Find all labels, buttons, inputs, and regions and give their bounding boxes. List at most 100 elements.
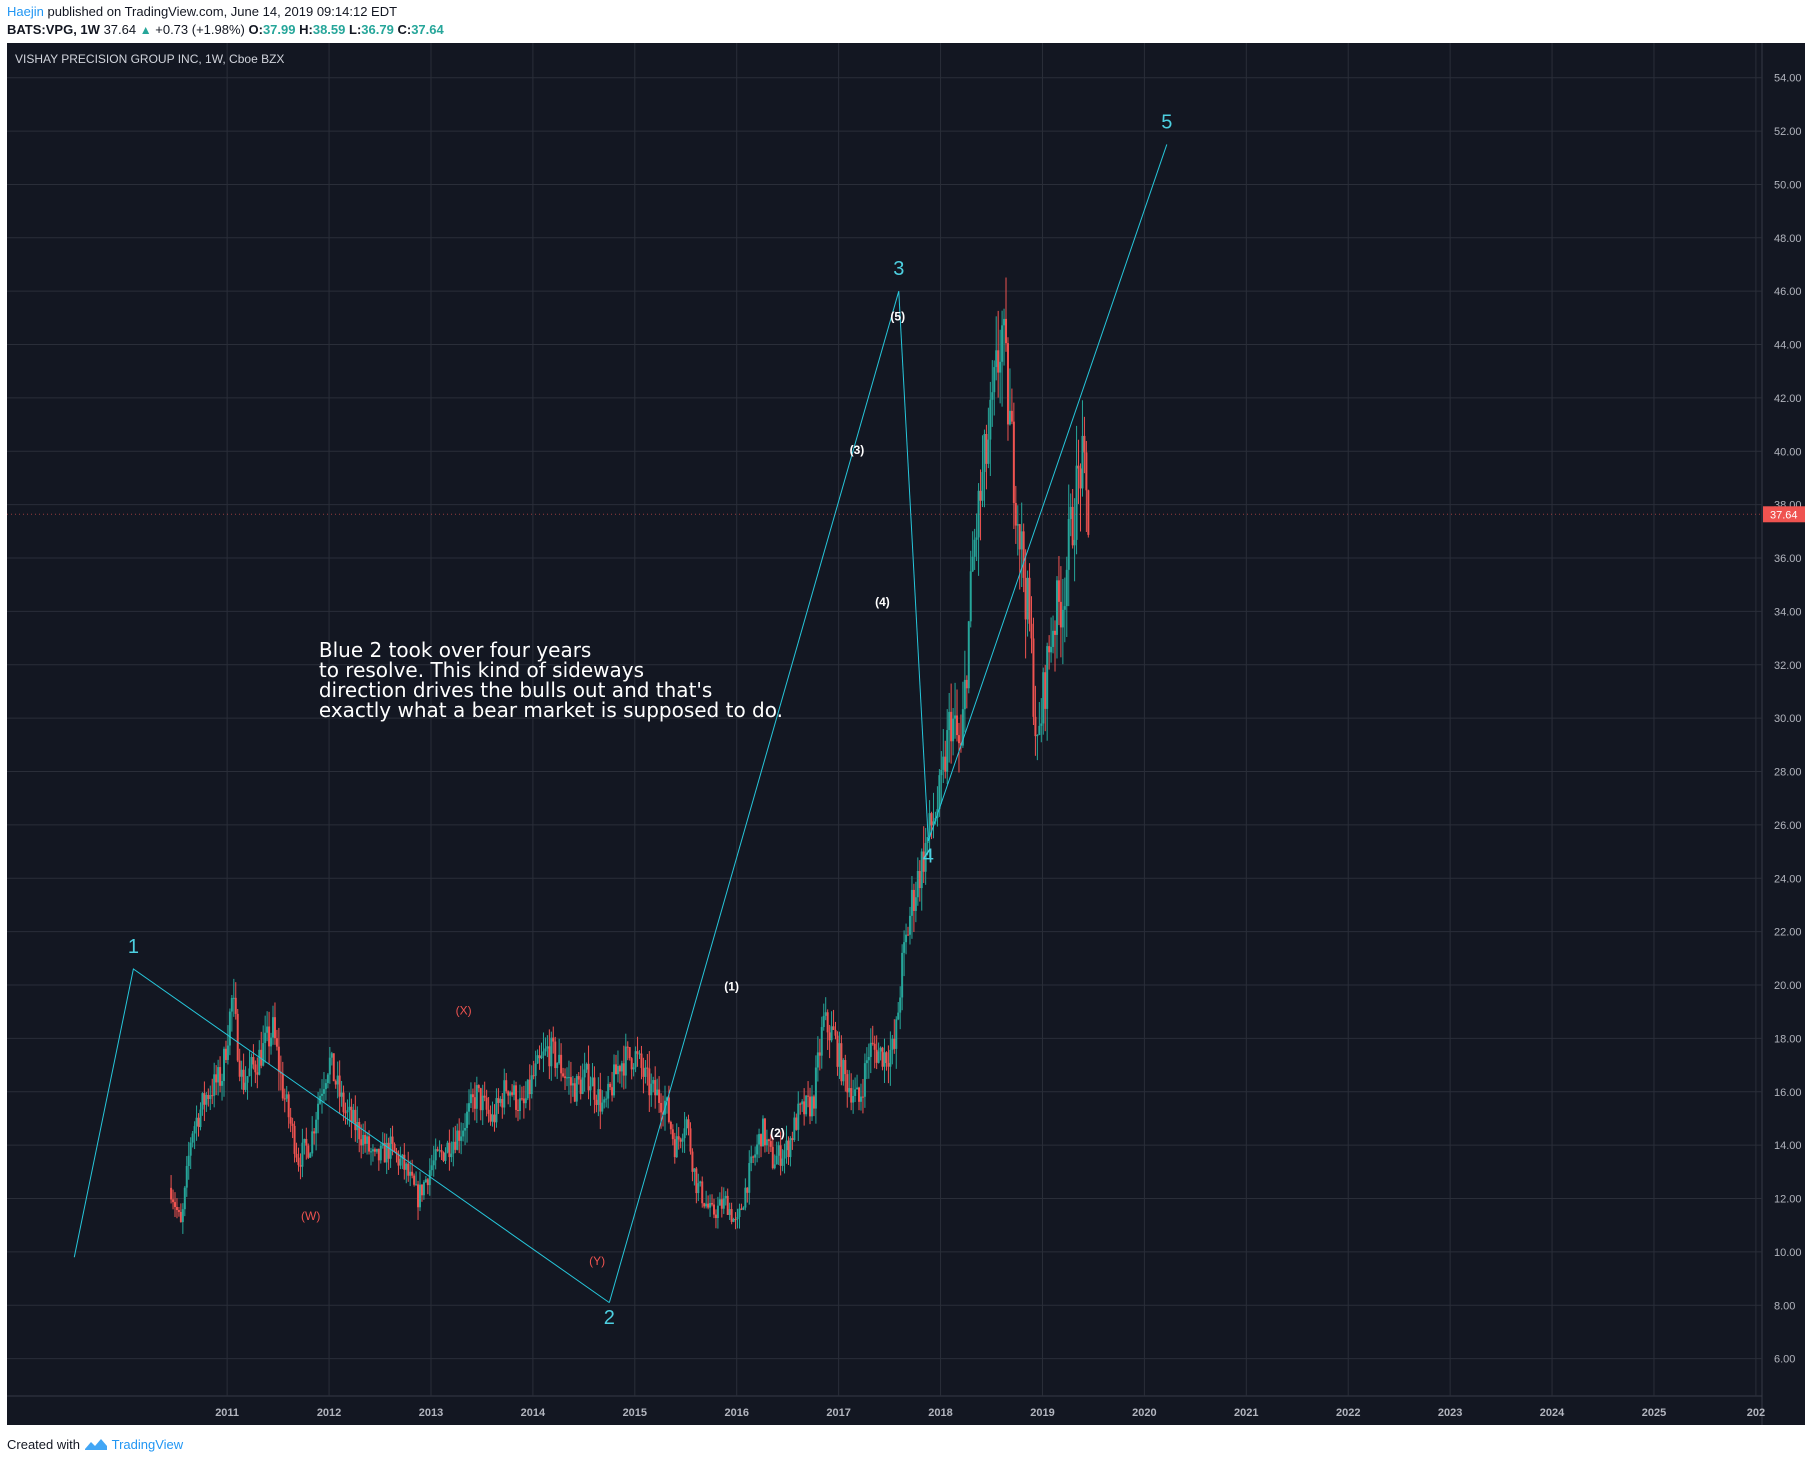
- candle-body: [1059, 601, 1062, 628]
- candle-body: [856, 1087, 859, 1090]
- candle-body: [473, 1097, 476, 1109]
- candle-body: [238, 1060, 241, 1077]
- candle-body: [901, 952, 904, 998]
- candle-body: [1032, 638, 1035, 717]
- candle-body: [371, 1149, 374, 1152]
- candle-body: [769, 1141, 772, 1147]
- candle-body: [389, 1136, 392, 1159]
- author-link[interactable]: Haejin: [7, 4, 44, 19]
- candle-body: [497, 1098, 500, 1103]
- candle-body: [464, 1127, 467, 1131]
- last-price-tag-label: 37.64: [1770, 509, 1798, 521]
- candle-body: [322, 1089, 325, 1094]
- candle-body: [895, 1019, 898, 1049]
- time-tick-label: 2020: [1132, 1407, 1156, 1419]
- candle-body: [891, 1038, 894, 1050]
- candle-body: [969, 571, 972, 622]
- candle-body: [313, 1131, 316, 1134]
- candle-body: [1073, 539, 1076, 546]
- candle-body: [738, 1208, 741, 1218]
- candle-body: [295, 1153, 298, 1158]
- price-tick-label: 50.00: [1774, 179, 1802, 191]
- candle-body: [191, 1133, 194, 1143]
- wave-label-sub: (3): [850, 443, 865, 457]
- candle-body: [315, 1119, 318, 1134]
- candle-body: [236, 1013, 239, 1061]
- candle-body: [491, 1114, 494, 1122]
- candle-body: [387, 1142, 390, 1159]
- candle-body: [564, 1076, 567, 1079]
- blue-wave-4-5: [927, 144, 1168, 842]
- candle-body: [940, 769, 943, 776]
- candle-body: [893, 1038, 896, 1049]
- candle-body: [309, 1153, 312, 1158]
- annotation-line: exactly what a bear market is supposed t…: [319, 698, 783, 722]
- candle-body: [752, 1156, 755, 1158]
- candle-body: [1030, 623, 1033, 639]
- candle-body: [983, 434, 986, 473]
- candle-body: [626, 1046, 629, 1048]
- candle-body: [177, 1210, 180, 1212]
- candle-body: [818, 1052, 821, 1056]
- wave-label-sub: (1): [724, 979, 739, 993]
- candle-body: [283, 1098, 286, 1100]
- candle-body: [873, 1043, 876, 1050]
- candle-body: [607, 1083, 610, 1099]
- candle-body: [430, 1165, 433, 1171]
- candle-body: [614, 1064, 617, 1075]
- candle-body: [544, 1048, 547, 1052]
- candle-body: [1065, 569, 1068, 607]
- price-tick-label: 52.00: [1774, 126, 1802, 138]
- candle-body: [622, 1063, 625, 1076]
- time-tick-label: 2023: [1438, 1407, 1462, 1419]
- candle-body: [377, 1148, 380, 1161]
- candle-body: [481, 1095, 484, 1111]
- time-tick-label: 2018: [928, 1407, 952, 1419]
- annotation-line: to resolve. This kind of sideways: [319, 658, 644, 682]
- candle-body: [799, 1103, 802, 1105]
- candle-body: [552, 1037, 555, 1042]
- candle-body: [360, 1139, 363, 1146]
- candle-body: [518, 1098, 521, 1112]
- candle-body: [385, 1142, 388, 1163]
- candle-body: [989, 399, 992, 440]
- candle-body: [358, 1122, 361, 1140]
- candle-body: [397, 1153, 400, 1166]
- wave-label-wxy: (W): [301, 1209, 320, 1223]
- candle-body: [1001, 325, 1004, 362]
- chart-title: VISHAY PRECISION GROUP INC, 1W, Cboe BZX: [15, 52, 284, 66]
- candle-body: [595, 1099, 598, 1105]
- candle-body: [407, 1163, 410, 1176]
- price-tick-label: 8.00: [1774, 1300, 1795, 1312]
- ohlc-legend: BATS:VPG, 1W 37.64 ▲ +0.73 (+1.98%) O:37…: [7, 22, 444, 37]
- candle-body: [338, 1075, 341, 1097]
- candle-body: [816, 1052, 819, 1068]
- candle-body: [438, 1150, 441, 1152]
- candle-body: [172, 1199, 175, 1203]
- price-tick-label: 40.00: [1774, 446, 1802, 458]
- candle-body: [520, 1098, 523, 1100]
- candle-body: [577, 1076, 580, 1080]
- candle-body: [695, 1168, 698, 1194]
- candle-body: [932, 821, 935, 826]
- candle-body: [991, 392, 994, 400]
- candle-body: [209, 1095, 212, 1099]
- candle-body: [644, 1067, 647, 1077]
- candle-body: [317, 1103, 320, 1120]
- candle-body: [716, 1205, 719, 1219]
- tradingview-brand[interactable]: TradingView: [111, 1437, 184, 1452]
- candle-body: [714, 1214, 717, 1219]
- candle-body: [197, 1117, 200, 1128]
- candle-body: [223, 1048, 226, 1082]
- candle-body: [1008, 410, 1011, 425]
- candle-body: [734, 1219, 737, 1221]
- candle-body: [652, 1080, 655, 1084]
- candle-body: [426, 1179, 429, 1186]
- candle-body: [952, 718, 955, 742]
- time-tick-label: 2013: [419, 1407, 443, 1419]
- candle-body: [809, 1096, 812, 1117]
- triangle-up-icon: ▲: [139, 23, 152, 37]
- candle-body: [724, 1195, 727, 1199]
- candle-body: [585, 1063, 588, 1070]
